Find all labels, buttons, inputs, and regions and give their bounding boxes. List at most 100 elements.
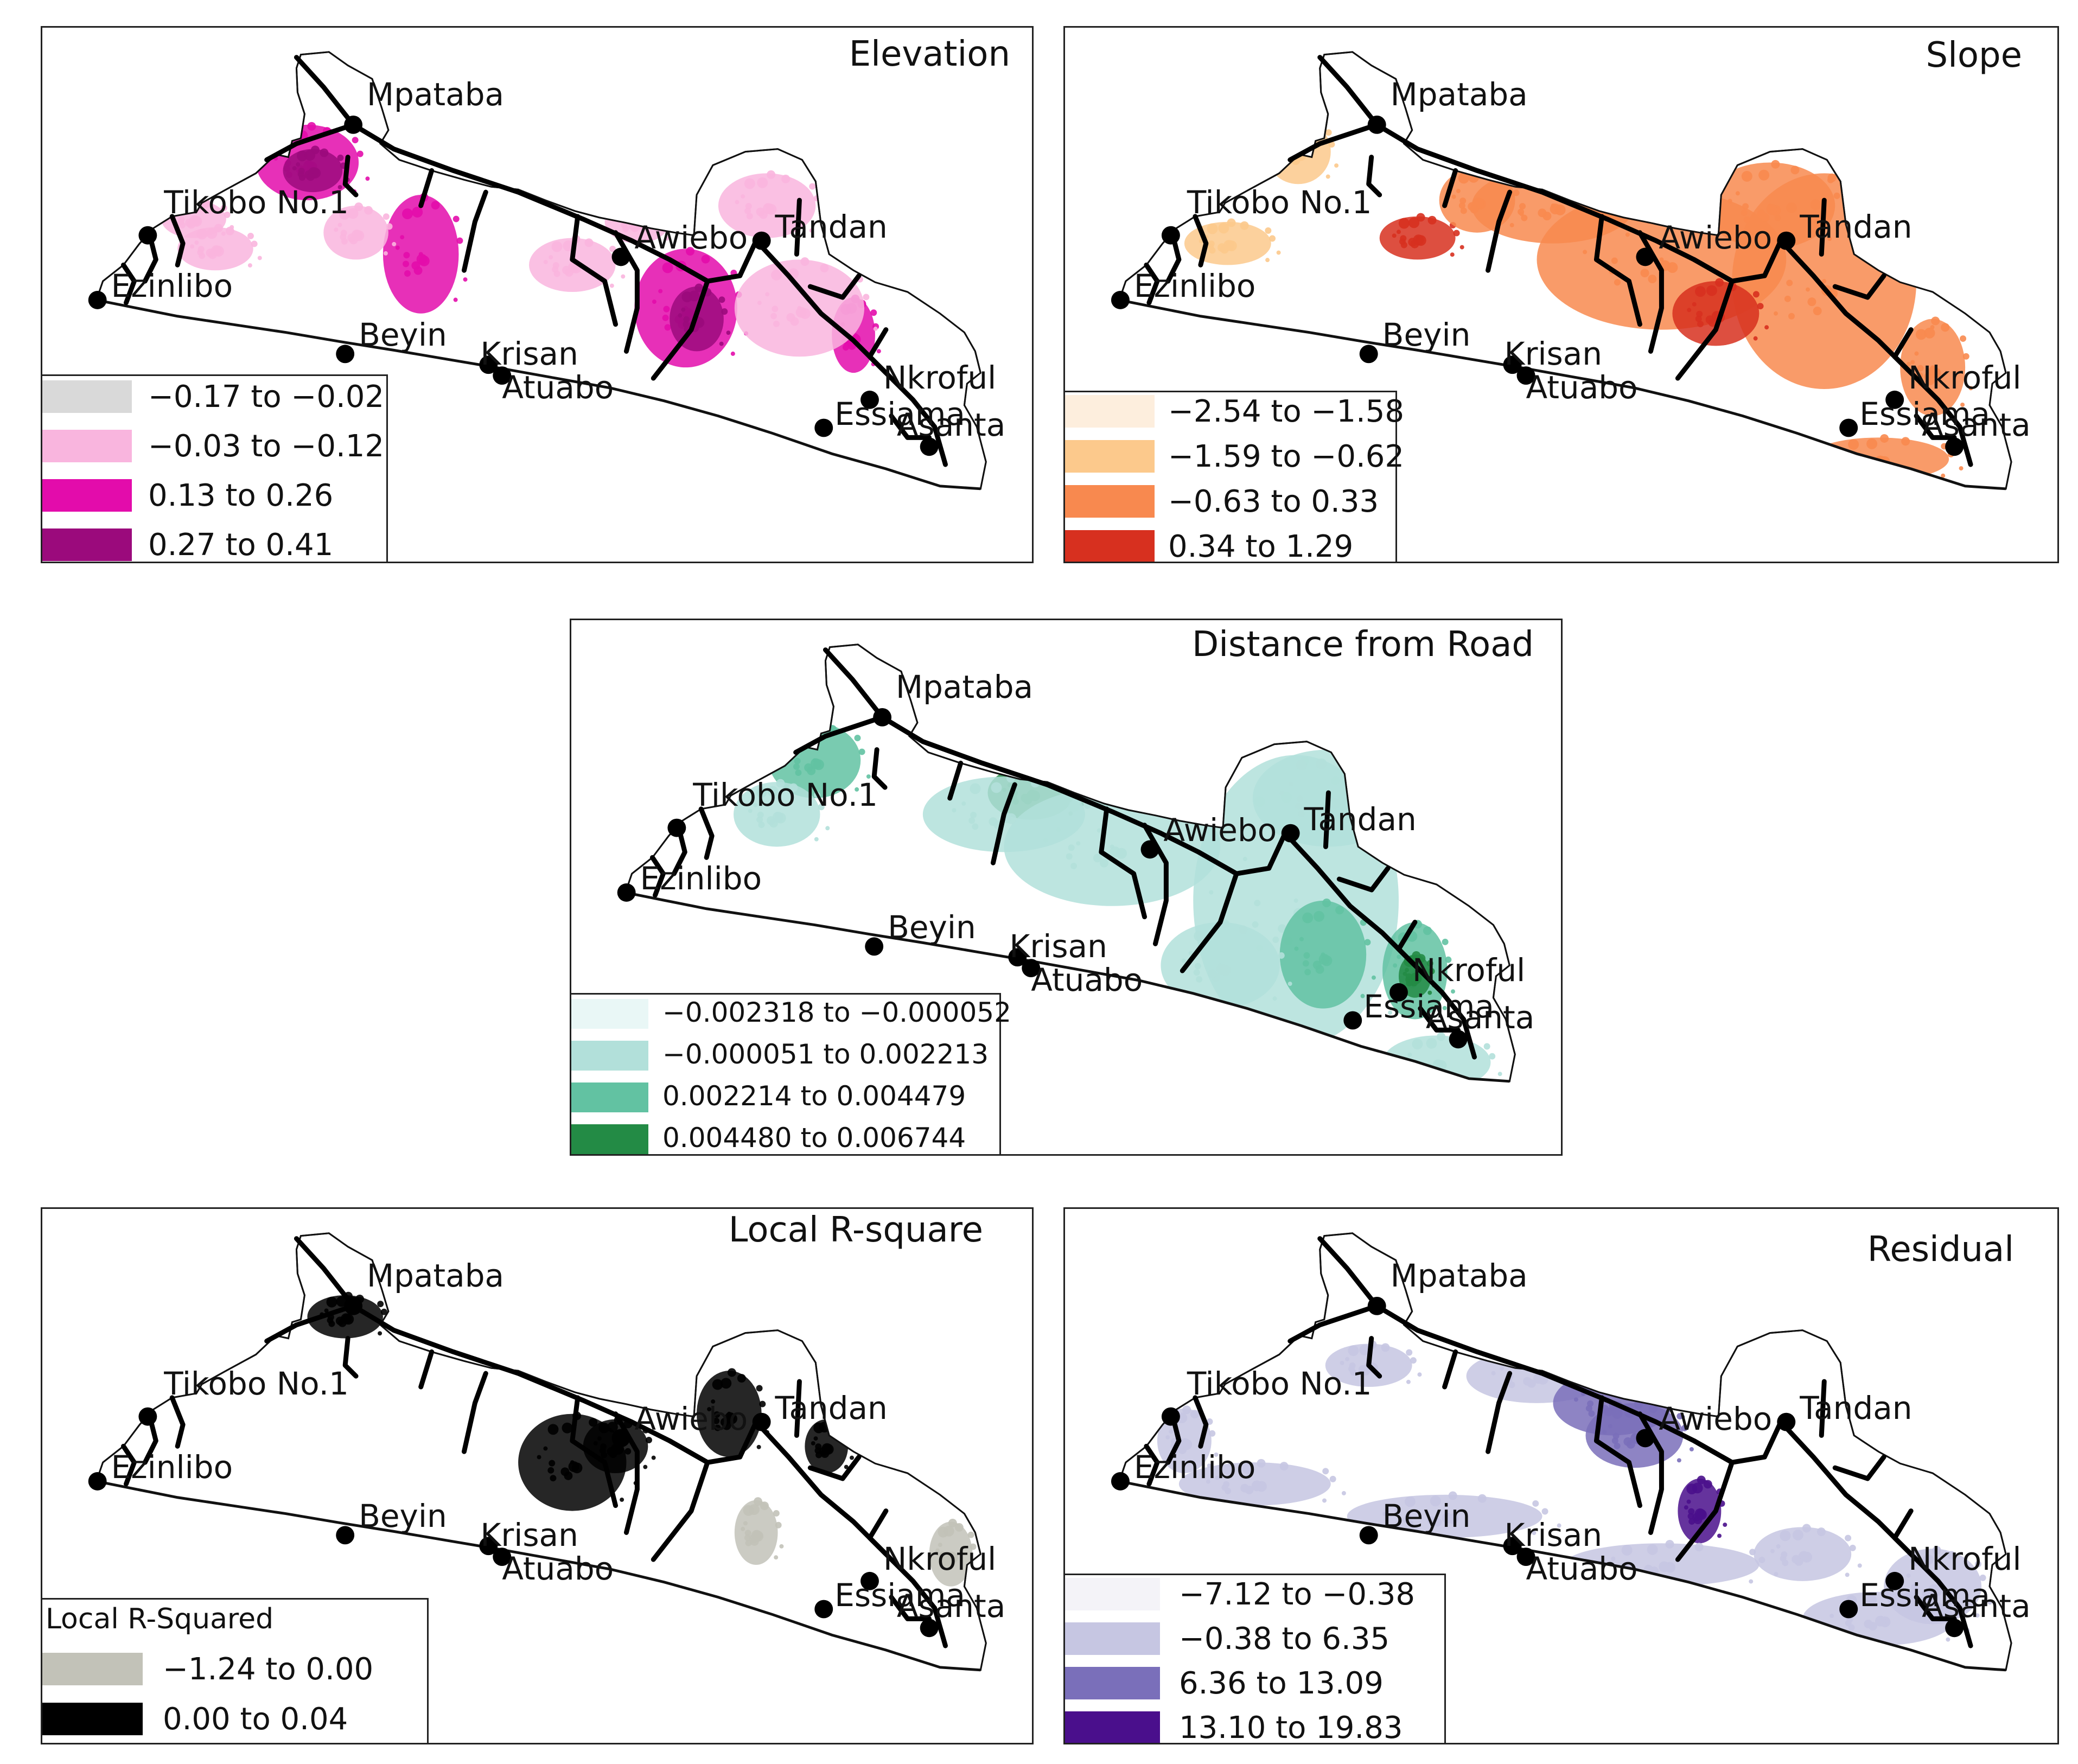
- value-pixel: [326, 1296, 337, 1308]
- value-pixel: [1849, 1544, 1856, 1551]
- town-label: Atuabo: [1031, 961, 1143, 999]
- value-pixel: [748, 1504, 760, 1515]
- value-pixel: [1190, 1410, 1200, 1419]
- legend-swatch: [571, 1124, 648, 1154]
- value-pixel: [1647, 1544, 1658, 1555]
- value-pixel: [298, 168, 305, 175]
- road: [1317, 55, 1735, 284]
- value-pixel: [1393, 963, 1398, 968]
- value-pixel: [664, 324, 671, 331]
- town-marker: [479, 355, 498, 374]
- value-pixel: [1181, 958, 1186, 963]
- legend-header: Local R-Squared: [46, 1603, 274, 1635]
- value-pixel: [1780, 1530, 1791, 1542]
- legend-label: −2.54 to −1.58: [1168, 394, 1405, 429]
- value-pixel: [814, 837, 819, 842]
- town-marker: [1111, 291, 1130, 309]
- value-pixel: [1784, 295, 1791, 302]
- value-pixel: [1532, 1500, 1539, 1507]
- value-pixel: [1694, 1543, 1704, 1552]
- coefficient-surface: [307, 1291, 979, 1587]
- town-marker: [1367, 116, 1386, 134]
- coastal-road: [96, 1480, 981, 1672]
- value-pixel: [1358, 1365, 1367, 1374]
- town-label: Krisan: [1504, 1516, 1603, 1553]
- value-pixel: [1586, 1375, 1597, 1387]
- road: [794, 1379, 802, 1438]
- value-pixel: [1468, 202, 1477, 211]
- legend-label: −0.17 to −0.02: [148, 379, 385, 415]
- town-marker: [1839, 1600, 1858, 1619]
- value-pixel: [870, 309, 877, 316]
- value-pixel: [1822, 279, 1827, 284]
- value-pixel: [662, 262, 673, 273]
- map-legend: −0.002318 to −0.000052 −0.000051 to 0.00…: [571, 993, 1011, 1154]
- legend-row: 0.13 to 0.26: [42, 478, 386, 518]
- value-pixel: [1850, 463, 1857, 470]
- value-pixel: [378, 1331, 383, 1336]
- value-pixel: [1749, 1579, 1754, 1584]
- value-pixel: [1218, 222, 1229, 234]
- value-pixel: [1240, 1483, 1250, 1493]
- value-pixel: [954, 1523, 964, 1532]
- legend-row: −0.38 to 6.35: [1065, 1621, 1444, 1661]
- value-pixel: [1283, 149, 1290, 156]
- value-pixel: [1677, 1413, 1684, 1420]
- road: [871, 747, 888, 790]
- town-marker: [1022, 959, 1041, 977]
- road: [793, 715, 885, 755]
- value-pixel: [628, 201, 640, 212]
- value-pixel: [701, 254, 710, 264]
- map-panel-local-r-square: Local R-square Mpataba Tikobo No.1 Ezinlib…: [41, 1207, 1034, 1744]
- value-pixel: [1735, 191, 1740, 196]
- value-pixel: [1298, 811, 1305, 818]
- value-pixel: [1442, 1513, 1453, 1524]
- value-pixel: [645, 200, 654, 208]
- value-pixel: [1659, 1561, 1670, 1572]
- value-pixel: [1519, 212, 1524, 216]
- road: [1691, 1419, 1783, 1465]
- value-pixel: [562, 265, 571, 275]
- value-pixel: [1456, 189, 1461, 193]
- map-canvas: [1111, 1232, 2012, 1672]
- value-pixel: [1790, 165, 1800, 175]
- value-pixel: [1397, 954, 1401, 959]
- value-pixel: [1613, 1367, 1622, 1377]
- value-pixel: [1833, 192, 1840, 199]
- value-pixel: [1611, 257, 1618, 264]
- value-pixel: [1294, 946, 1299, 951]
- value-pixel: [1341, 1491, 1346, 1495]
- value-pixel: [320, 148, 329, 157]
- value-pixel: [1278, 952, 1285, 959]
- legend-row: 0.00 to 0.04: [42, 1702, 427, 1742]
- value-pixel: [543, 1446, 548, 1451]
- value-pixel: [1406, 1379, 1411, 1384]
- value-pixel: [251, 240, 258, 247]
- value-pixel: [804, 763, 813, 772]
- road: [418, 168, 435, 208]
- road: [142, 235, 158, 284]
- town-label: Ezinlibo: [640, 860, 762, 897]
- road: [667, 1419, 759, 1465]
- value-pixel: [1541, 1508, 1548, 1515]
- town-marker: [1636, 1429, 1655, 1448]
- value-pixel: [552, 262, 559, 269]
- value-pixel: [452, 215, 460, 222]
- road: [1366, 1336, 1382, 1379]
- value-pixel: [767, 816, 776, 825]
- value-pixel: [1827, 176, 1834, 183]
- road: [1418, 1006, 1461, 1033]
- road: [651, 1460, 710, 1562]
- legend-row: −0.002318 to −0.000052: [571, 997, 1011, 1038]
- value-pixel: [1276, 250, 1281, 255]
- value-pixel: [1968, 386, 1973, 391]
- town-label: Mpataba: [367, 76, 505, 113]
- value-pixel: [1345, 1357, 1350, 1361]
- value-pixel: [364, 206, 373, 215]
- value-pixel: [866, 774, 871, 779]
- value-pixel: [560, 1467, 570, 1476]
- value-pixel: [598, 1422, 610, 1434]
- value-pixel: [206, 249, 215, 258]
- value-pixel: [354, 202, 364, 212]
- legend-row: 0.27 to 0.41: [42, 527, 386, 562]
